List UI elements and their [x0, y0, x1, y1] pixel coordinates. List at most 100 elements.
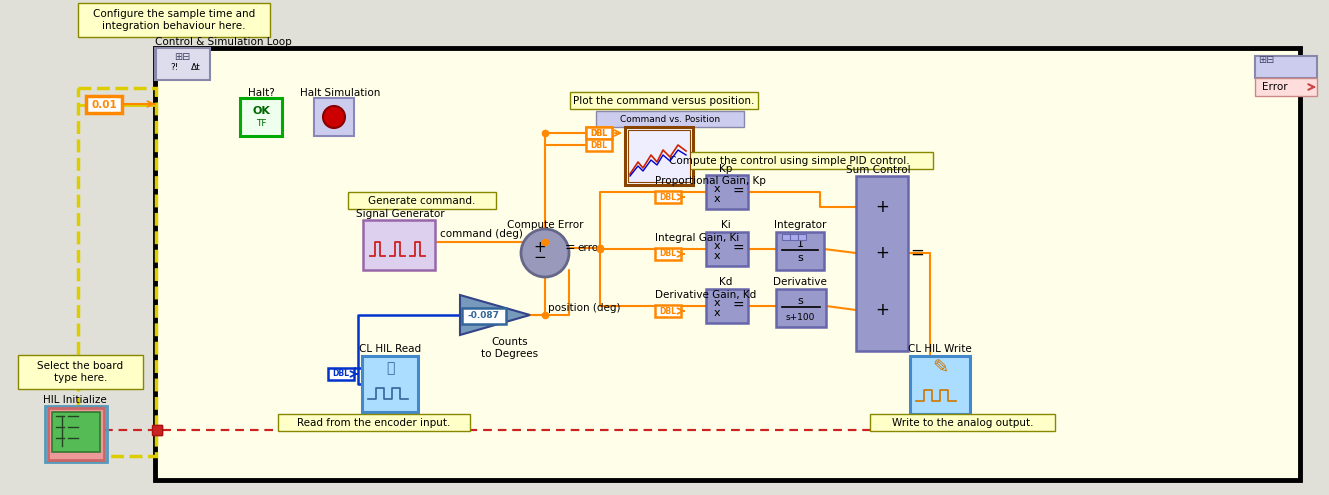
- Bar: [1255, 78, 1317, 96]
- Bar: [789, 234, 797, 240]
- Text: Derivative: Derivative: [773, 277, 827, 287]
- Text: DBL: DBL: [659, 193, 676, 201]
- Text: Kp: Kp: [719, 164, 732, 174]
- Bar: [706, 289, 748, 323]
- Text: 0.01: 0.01: [92, 99, 117, 109]
- Text: position (deg): position (deg): [548, 303, 621, 313]
- Text: Signal Generator: Signal Generator: [356, 209, 444, 219]
- Circle shape: [323, 106, 346, 128]
- Text: DBL: DBL: [659, 306, 676, 315]
- Bar: [363, 220, 435, 270]
- Bar: [570, 92, 758, 109]
- Text: DBL: DBL: [332, 369, 350, 379]
- Polygon shape: [460, 295, 530, 335]
- Bar: [152, 425, 162, 435]
- Bar: [241, 98, 282, 136]
- Bar: [625, 127, 692, 185]
- Text: Control & Simulation Loop: Control & Simulation Loop: [155, 37, 292, 47]
- Bar: [155, 48, 210, 80]
- Bar: [155, 48, 1300, 480]
- Text: x: x: [714, 251, 720, 261]
- Bar: [870, 414, 1055, 431]
- Text: Δt: Δt: [191, 62, 201, 71]
- Bar: [781, 234, 789, 240]
- Text: Kd: Kd: [719, 277, 732, 287]
- Text: Proportional Gain, Kp: Proportional Gain, Kp: [655, 176, 766, 186]
- Bar: [1255, 56, 1317, 78]
- Text: =: =: [734, 299, 744, 313]
- Text: Counts
to Degrees: Counts to Degrees: [481, 337, 538, 359]
- Bar: [629, 130, 690, 182]
- Text: Integral Gain, Ki: Integral Gain, Ki: [655, 233, 739, 243]
- Bar: [655, 191, 680, 203]
- Text: x: x: [714, 298, 720, 308]
- Text: s+100: s+100: [785, 312, 815, 321]
- Bar: [706, 175, 748, 209]
- Text: CL HIL Write: CL HIL Write: [908, 344, 971, 354]
- Bar: [48, 408, 104, 460]
- Text: Sum Control: Sum Control: [845, 165, 910, 175]
- Text: Error: Error: [1263, 82, 1288, 92]
- Text: CL HIL Read: CL HIL Read: [359, 344, 421, 354]
- Text: ✎: ✎: [932, 358, 948, 378]
- Bar: [153, 425, 162, 435]
- Text: 👓: 👓: [385, 361, 395, 375]
- Text: s: s: [797, 253, 803, 263]
- Text: −: −: [534, 250, 546, 265]
- Bar: [776, 289, 827, 327]
- Text: Configure the sample time and
integration behaviour here.: Configure the sample time and integratio…: [93, 9, 255, 31]
- Text: +: +: [874, 301, 889, 319]
- Text: +: +: [874, 244, 889, 262]
- Text: +: +: [874, 198, 889, 216]
- Text: command (deg): command (deg): [440, 229, 522, 239]
- Bar: [78, 3, 270, 37]
- Bar: [78, 88, 155, 456]
- Text: =: =: [565, 242, 575, 254]
- Text: x: x: [714, 308, 720, 318]
- Text: Ki: Ki: [722, 220, 731, 230]
- Text: Halt Simulation: Halt Simulation: [300, 88, 380, 98]
- Text: x: x: [714, 241, 720, 251]
- Text: Plot the command versus position.: Plot the command versus position.: [573, 96, 755, 105]
- Bar: [586, 127, 611, 139]
- Bar: [645, 152, 933, 169]
- Text: DBL: DBL: [659, 249, 676, 258]
- Text: Compute Error: Compute Error: [506, 220, 583, 230]
- Bar: [595, 111, 744, 127]
- Text: DBL: DBL: [590, 129, 607, 138]
- Text: DBL: DBL: [590, 129, 607, 138]
- Text: error: error: [577, 243, 602, 253]
- Text: DBL: DBL: [590, 141, 607, 149]
- Bar: [797, 234, 805, 240]
- Bar: [856, 176, 908, 351]
- Text: Select the board
type here.: Select the board type here.: [37, 361, 124, 383]
- Bar: [910, 356, 970, 414]
- Text: ⊞⊟: ⊞⊟: [174, 52, 190, 62]
- Text: x: x: [714, 184, 720, 194]
- Text: =: =: [910, 244, 924, 262]
- Text: ⊞⊟: ⊞⊟: [1259, 55, 1275, 65]
- Bar: [586, 127, 611, 139]
- Bar: [776, 232, 824, 270]
- Text: 1: 1: [796, 239, 804, 249]
- Text: Halt?: Halt?: [247, 88, 274, 98]
- Text: Generate command.: Generate command.: [368, 196, 476, 205]
- Bar: [45, 406, 108, 462]
- Text: +: +: [534, 241, 546, 255]
- Text: TF: TF: [255, 119, 266, 129]
- Text: =: =: [734, 242, 744, 256]
- Bar: [278, 414, 470, 431]
- Bar: [655, 248, 680, 260]
- Circle shape: [521, 229, 569, 277]
- Bar: [706, 232, 748, 266]
- Text: s: s: [797, 296, 803, 306]
- Bar: [361, 356, 419, 412]
- Bar: [586, 139, 611, 151]
- Text: OK: OK: [253, 106, 270, 116]
- Text: Write to the analog output.: Write to the analog output.: [892, 417, 1033, 428]
- Text: HIL Initialize: HIL Initialize: [43, 395, 106, 405]
- Bar: [86, 96, 122, 113]
- Bar: [462, 308, 506, 324]
- Text: Derivative Gain, Kd: Derivative Gain, Kd: [655, 290, 756, 300]
- Text: x: x: [714, 194, 720, 204]
